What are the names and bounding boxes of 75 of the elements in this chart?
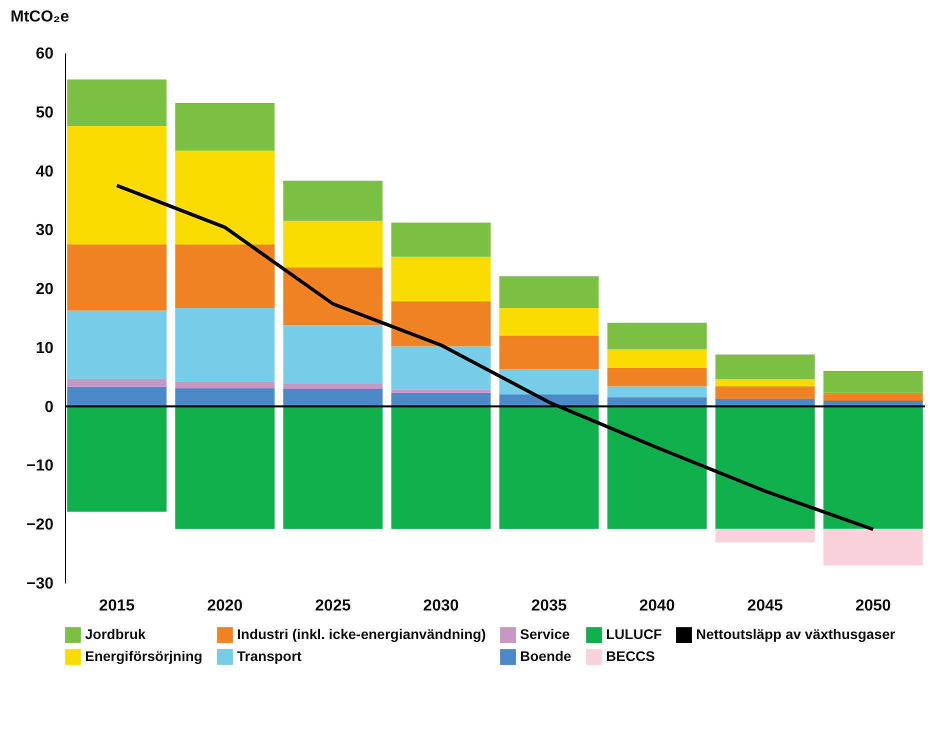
bar (67, 244, 167, 310)
bar (175, 150, 275, 244)
bar (283, 388, 383, 406)
y-axis-title: MtCO₂e (10, 8, 70, 26)
x-tick-label: 2040 (639, 598, 675, 614)
bar (391, 346, 491, 390)
bar (175, 388, 275, 406)
bar (715, 528, 815, 542)
bar (823, 392, 923, 400)
bar (715, 406, 815, 529)
x-tick-label: 2015 (99, 598, 135, 614)
x-tick-label: 2025 (315, 598, 351, 614)
bar (175, 103, 275, 151)
x-tick-label: 2035 (531, 598, 567, 614)
bar (67, 406, 167, 512)
bar (283, 267, 383, 326)
legend-label: BECCS (606, 648, 656, 664)
bar (499, 369, 599, 395)
y-tick-label: 0 (44, 398, 54, 416)
bar (175, 406, 275, 529)
bar (175, 308, 275, 382)
x-tick-label: 2050 (855, 598, 892, 614)
bar (175, 382, 275, 388)
bar (283, 180, 383, 221)
legend-label: Service (520, 626, 570, 642)
legend-label: Transport (237, 648, 302, 664)
y-tick-label: 40 (36, 163, 54, 180)
bar (715, 354, 815, 380)
bar (283, 384, 383, 389)
bar (283, 220, 383, 268)
y-tick-label: 50 (36, 104, 54, 122)
bar (283, 325, 383, 384)
legend-label: Energiförsörjning (85, 648, 202, 664)
legend-label: Nettoutsläpp av växthusgaser (696, 626, 896, 642)
y-tick-label: 20 (36, 281, 54, 298)
bar (175, 244, 275, 308)
bar (391, 302, 491, 346)
bar (823, 406, 923, 529)
y-tick-label: −30 (26, 576, 54, 592)
y-tick-label: −20 (26, 516, 54, 534)
bar (67, 386, 167, 406)
bar (67, 126, 167, 244)
y-tick-label: 30 (36, 222, 54, 240)
bar (391, 392, 491, 406)
bar (391, 389, 491, 393)
bar (607, 368, 707, 386)
bar (67, 310, 167, 379)
bar (607, 386, 707, 398)
legend-label: LULUCF (606, 626, 662, 642)
bar (391, 222, 491, 257)
bar (67, 378, 167, 387)
legend-label: Jordbruk (85, 626, 146, 642)
bar (499, 406, 599, 529)
bar (607, 406, 707, 529)
bar (283, 406, 383, 529)
y-tick-label: 10 (36, 340, 54, 357)
bar (715, 386, 815, 399)
bar (391, 406, 491, 529)
bar (823, 371, 923, 393)
bar (823, 528, 923, 566)
legend-label: Industri (inkl. icke-energianvändning) (237, 626, 486, 642)
bar (607, 349, 707, 368)
y-tick-label: 60 (36, 46, 54, 62)
x-tick-label: 2020 (207, 598, 243, 614)
bar (499, 308, 599, 336)
bar (391, 256, 491, 302)
bar (607, 322, 707, 350)
bar (499, 276, 599, 308)
bar (499, 336, 599, 370)
y-tick-label: −10 (26, 458, 54, 475)
x-tick-label: 2030 (423, 598, 459, 614)
x-tick-label: 2045 (747, 598, 783, 614)
bar (67, 80, 167, 126)
bar (715, 379, 815, 386)
legend-label: Boende (520, 648, 572, 664)
